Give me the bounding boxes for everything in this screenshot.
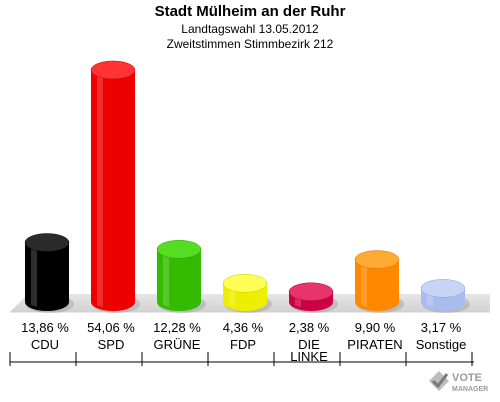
bar-body [157, 249, 201, 311]
category-label: PIRATEN [347, 337, 402, 352]
bar-cdu [24, 233, 74, 313]
bar-spd [90, 60, 140, 313]
bar-top-cap [222, 274, 268, 293]
bar-top-cap [420, 279, 466, 298]
value-label: 54,06 % [87, 320, 135, 335]
bar-highlight [163, 253, 169, 307]
bar-fdp [222, 274, 272, 313]
bar-body [91, 70, 135, 311]
value-label: 3,17 % [421, 320, 462, 335]
bar-highlight [97, 74, 103, 307]
vote-manager-logo: VOTE MANAGER [427, 367, 499, 397]
chart-subtitle-election: Landtagswahl 13.05.2012 [181, 22, 319, 36]
bar-body [355, 259, 399, 311]
category-label: Sonstige [416, 337, 467, 352]
category-label: DIE [298, 337, 320, 352]
chart-title: Stadt Mülheim an der Ruhr [154, 3, 346, 20]
bar-top-cap [90, 60, 136, 80]
value-label: 13,86 % [21, 320, 69, 335]
bar-highlight [31, 246, 37, 307]
bar-grüne [156, 240, 206, 313]
bar-sonstige [420, 279, 470, 313]
bar-piraten [354, 250, 404, 313]
value-label: 4,36 % [223, 320, 264, 335]
logo-line-2: MANAGER [452, 386, 488, 393]
category-label: LINKE [290, 349, 328, 364]
bar-highlight [361, 263, 367, 307]
category-label: FDP [230, 337, 256, 352]
bar-top-cap [24, 233, 70, 252]
bar-top-cap [156, 240, 202, 259]
bar-top-cap [354, 250, 400, 269]
value-label: 9,90 % [355, 320, 396, 335]
category-label: SPD [98, 337, 125, 352]
chart-subtitle-district: Zweitstimmen Stimmbezirk 212 [166, 37, 334, 51]
value-label: 12,28 % [153, 320, 201, 335]
category-label: GRÜNE [154, 337, 201, 352]
category-label: CDU [31, 337, 59, 352]
logo-line-1: VOTE [452, 372, 482, 384]
value-label: 2,38 % [289, 320, 330, 335]
bar-top-cap [288, 282, 334, 302]
bar-body [25, 242, 69, 311]
bar-die-linke [288, 282, 338, 313]
bar-highlight [229, 287, 235, 307]
ballot-check-icon [429, 371, 449, 391]
